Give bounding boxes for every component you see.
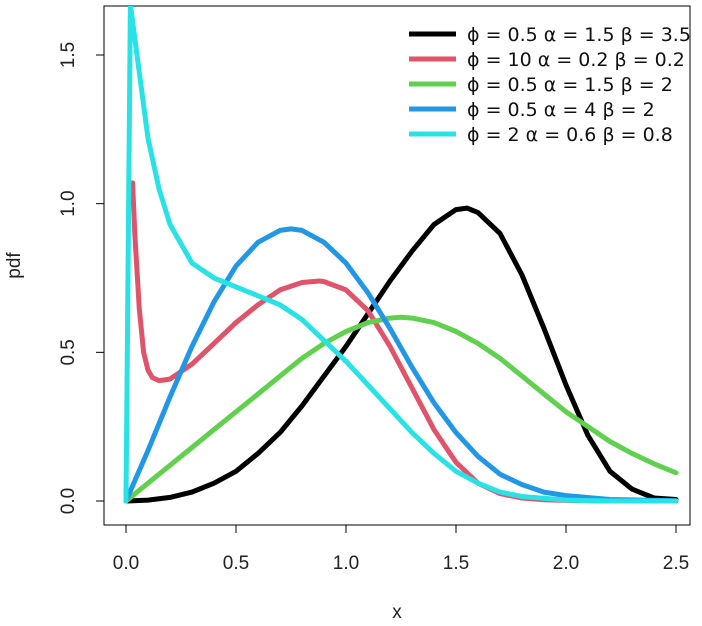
legend-label: ϕ = 0.5 α = 1.5 β = 3.5 [467, 24, 691, 46]
y-tick-label: 0.5 [58, 339, 79, 365]
legend: ϕ = 0.5 α = 1.5 β = 3.5 ϕ = 10 α = 0.2 β … [409, 24, 691, 146]
x-tick-label: 2.5 [663, 553, 689, 574]
x-axis-title: x [392, 602, 402, 623]
series-line-4 [123, 226, 679, 504]
x-axis: 0.0 0.5 1.0 1.5 2.0 2.5 [113, 525, 689, 574]
series-line-5 [123, 6, 679, 504]
series-line-3 [123, 314, 679, 504]
x-tick-label: 1.0 [333, 553, 359, 574]
y-tick-label: 1.0 [58, 190, 79, 216]
legend-label: ϕ = 10 α = 0.2 β = 0.2 [467, 49, 685, 71]
y-tick-label: 0.0 [58, 488, 79, 514]
x-tick-label: 2.0 [553, 553, 579, 574]
x-tick-label: 1.5 [443, 553, 469, 574]
legend-label: ϕ = 0.5 α = 1.5 β = 2 [467, 74, 673, 96]
series-line-2 [130, 180, 679, 504]
legend-label: ϕ = 2 α = 0.6 β = 0.8 [467, 124, 673, 146]
plot-frame [103, 5, 691, 526]
y-axis-title: pdf [4, 252, 25, 279]
series-line-1 [123, 205, 679, 504]
plot-area [103, 5, 691, 526]
x-tick-label: 0.0 [113, 553, 139, 574]
x-tick-label: 0.5 [223, 553, 249, 574]
legend-label: ϕ = 0.5 α = 4 β = 2 [467, 99, 655, 121]
series-layer [123, 6, 679, 504]
y-axis: 0.0 0.5 1.0 1.5 [58, 42, 104, 514]
y-tick-label: 1.5 [58, 42, 79, 68]
